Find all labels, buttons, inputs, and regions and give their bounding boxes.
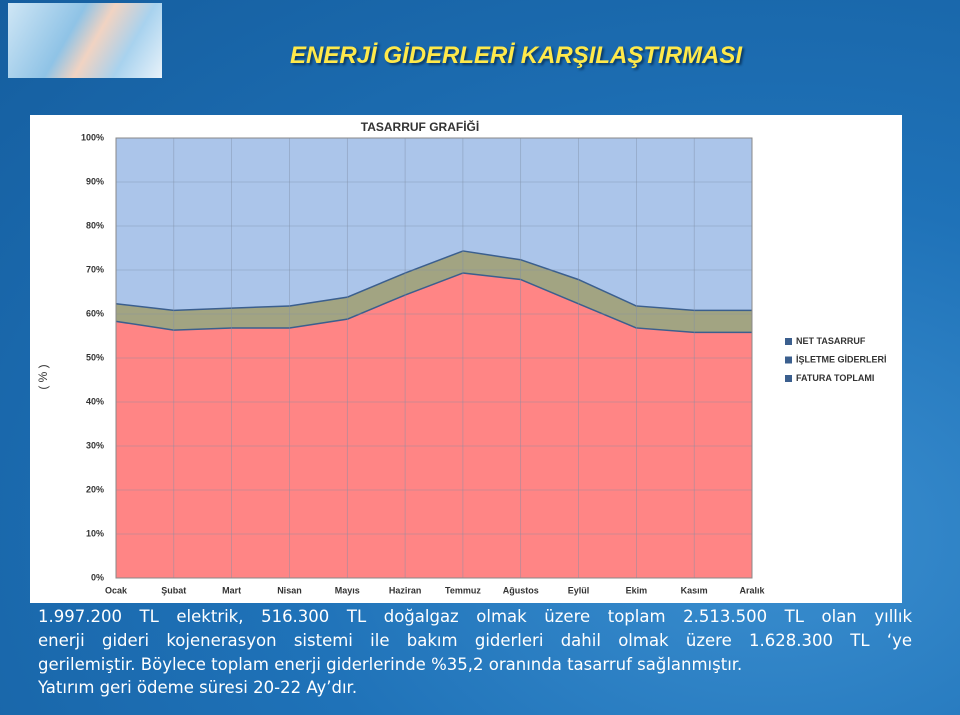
y-tick-label: 10%: [86, 528, 104, 538]
y-tick-label: 100%: [81, 132, 104, 142]
y-tick-label: 50%: [86, 352, 104, 362]
y-tick-label: 90%: [86, 176, 104, 186]
x-tick-label: Mart: [222, 585, 241, 595]
y-tick-label: 30%: [86, 440, 104, 450]
body-line: Yatırım geri ödeme süresi 20-22 Ay’dır.: [38, 678, 358, 697]
legend-label: NET TASARRUF: [796, 336, 866, 346]
x-tick-label: Aralık: [739, 585, 765, 595]
x-tick-label: Ağustos: [503, 585, 539, 595]
x-tick-label: Kasım: [681, 585, 708, 595]
x-tick-label: Ocak: [105, 585, 128, 595]
legend-swatch: [785, 375, 792, 382]
x-tick-label: Haziran: [389, 585, 422, 595]
area-band: [116, 272, 752, 578]
y-tick-label: 80%: [86, 220, 104, 230]
x-tick-label: Ekim: [626, 585, 648, 595]
chart-title: TASARRUF GRAFİĞİ: [361, 119, 479, 134]
x-tick-label: Şubat: [161, 585, 186, 595]
plot-border: [115, 137, 753, 579]
slide-title: ENERJİ GİDERLERİ KARŞILAŞTIRMASI: [290, 42, 743, 69]
photo: [8, 3, 162, 78]
x-tick-label: Eylül: [568, 585, 590, 595]
body-line: gerilemiştir. Böylece toplam enerji gide…: [38, 655, 743, 674]
area-band: [116, 250, 752, 332]
body-line: 1.997.200 TL elektrik, 516.300 TL doğalg…: [38, 607, 912, 626]
y-tick-label: 70%: [86, 264, 104, 274]
y-tick-label: 60%: [86, 308, 104, 318]
x-tick-label: Mayıs: [335, 585, 360, 595]
legend-label: FATURA TOPLAMI: [796, 373, 874, 383]
legend-swatch: [785, 356, 792, 364]
legend-swatch: [785, 338, 792, 345]
y-axis-label: ( % ): [36, 364, 50, 389]
area-band: [116, 138, 752, 310]
legend-label: İŞLETME GİDERLERİ: [796, 354, 887, 364]
y-tick-label: 20%: [86, 484, 104, 494]
y-tick-label: 40%: [86, 396, 104, 406]
x-tick-label: Nisan: [277, 585, 302, 595]
body-line: enerji gideri kojenerasyon sistemi ile b…: [38, 631, 912, 650]
x-tick-label: Temmuz: [445, 585, 481, 595]
y-tick-label: 0%: [91, 572, 104, 582]
